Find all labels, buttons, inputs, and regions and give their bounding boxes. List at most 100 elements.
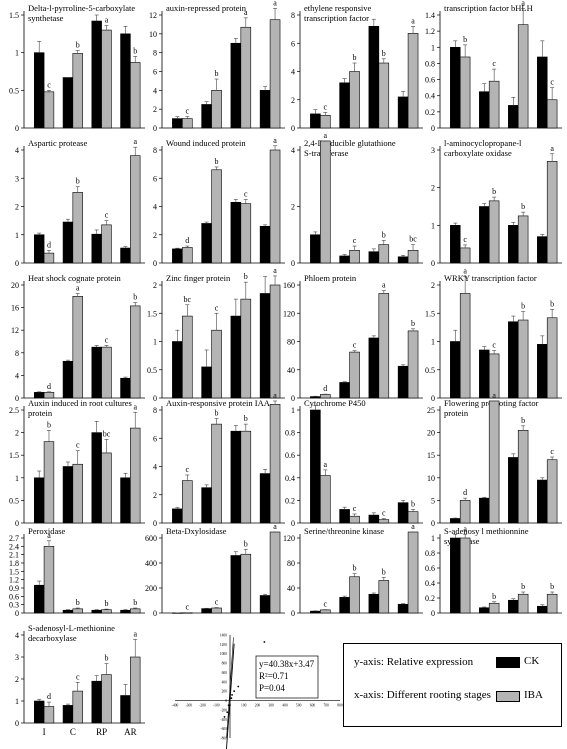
significance-letter: c xyxy=(463,235,467,244)
bar-iba-c xyxy=(72,608,83,614)
scatter-point xyxy=(263,641,266,643)
bar-iba-i xyxy=(320,609,331,614)
significance-letter: b xyxy=(411,319,415,328)
y-tick-label: 8 xyxy=(153,146,157,155)
y-tick-label: -600 xyxy=(220,727,227,731)
bar-iba-rp xyxy=(101,452,112,524)
bar-ck-ar xyxy=(397,96,409,129)
y-tick-label: 1 xyxy=(431,43,435,52)
y-tick-label: 4 xyxy=(153,463,157,472)
bar-ck-rp xyxy=(91,20,102,129)
significance-letter: c xyxy=(105,335,109,344)
y-tick-label: 200 xyxy=(145,584,157,593)
bar-ck-ar xyxy=(120,33,131,129)
chart-title: transcription factor bHLH xyxy=(444,3,533,13)
bar-iba-c xyxy=(211,329,222,399)
bar-iba-rp xyxy=(101,609,112,614)
significance-letter: bc xyxy=(409,235,417,244)
bar-chart-15: Cytochrome P450 0 0.2 0.4 0.6 0.8 1 a c c b xyxy=(285,398,423,528)
y-tick-label: 2.7 xyxy=(9,534,19,543)
y-tick-label: 1 xyxy=(291,406,295,415)
y-tick-label: 0.8 xyxy=(285,429,295,438)
bar-ck-i xyxy=(172,341,183,399)
bar-ck-rp xyxy=(230,42,242,129)
bar-chart-4: transcription factor bHLH 0 0.2 0.4 0.6 0.8 1 1… xyxy=(425,0,562,133)
chart-title: S-adenosy l methionnine xyxy=(444,526,529,536)
significance-letter: d xyxy=(185,236,189,245)
bar-iba-i xyxy=(459,537,471,614)
y-tick-label: 0.5 xyxy=(147,366,157,375)
y-tick-label: 6 xyxy=(153,174,157,183)
significance-letter: c xyxy=(244,189,248,198)
significance-letter: a xyxy=(105,16,109,25)
significance-letter: c xyxy=(353,236,357,245)
y-tick-label: 2 xyxy=(291,203,295,212)
significance-letter: b xyxy=(382,567,386,576)
bar-iba-ar xyxy=(130,305,141,399)
y-tick-label: 0 xyxy=(225,699,227,703)
bar-iba-i xyxy=(320,140,331,264)
bar-ck-c xyxy=(339,509,350,524)
x-tick-label: -300 xyxy=(185,704,192,708)
y-tick-label: 10 xyxy=(427,474,435,483)
y-tick-label: 10 xyxy=(149,30,157,39)
legend-swatch-iba xyxy=(496,691,520,702)
y-tick-label: 1 xyxy=(431,534,435,543)
bar-chart-7: 2,4-Dinducible glutathioneS-transferase0… xyxy=(291,131,423,268)
regression-annotation: R²=0.71 xyxy=(259,671,289,681)
y-tick-label: 2 xyxy=(15,429,19,438)
bar-chart-2: auxin-repressed protein 0 2 4 6 8 10 12 c b a a xyxy=(149,0,285,133)
significance-letter: a xyxy=(411,522,415,531)
y-tick-label: 0 xyxy=(291,394,295,403)
significance-letter: d xyxy=(47,240,51,249)
y-tick-label: 0.8 xyxy=(425,549,435,558)
y-tick-label: 0 xyxy=(291,124,295,133)
y-tick-label: 12 xyxy=(149,11,157,20)
chart-title: Auxin-responsive protein IAA xyxy=(166,398,271,408)
chart-title: auxin-repressed protein xyxy=(166,3,247,13)
bar-iba-ar xyxy=(269,284,281,399)
y-tick-label: 1 xyxy=(15,697,19,706)
y-tick-label: 1.5 xyxy=(9,451,19,460)
y-tick-label: 0 xyxy=(15,259,19,268)
y-tick-label: 8 xyxy=(153,49,157,58)
bar-ck-c xyxy=(479,91,490,129)
y-tick-label: 2 xyxy=(15,675,19,684)
bar-chart-9: Heat shock cognate protein 0 4 8 12 16 20 d a c b xyxy=(11,273,145,403)
significance-letter: a xyxy=(47,531,51,540)
y-tick-label: 5 xyxy=(431,496,435,505)
bar-ck-c xyxy=(339,382,350,399)
bar-ck-ar xyxy=(259,225,271,264)
y-tick-label: 0.5 xyxy=(9,496,19,505)
bar-ck-c xyxy=(339,255,350,264)
bar-ck-c xyxy=(339,82,350,129)
bar-iba-c xyxy=(488,602,500,614)
significance-letter: c xyxy=(105,211,109,220)
significance-letter: b xyxy=(133,598,137,607)
bar-ck-c xyxy=(201,487,212,524)
bar-ck-i xyxy=(34,234,45,264)
bar-ck-ar xyxy=(397,603,409,614)
y-tick-label: 800 xyxy=(222,662,228,666)
regression-annotation: P=0.04 xyxy=(259,683,285,693)
y-tick-label: 0 xyxy=(291,259,295,268)
x-tick-label: C xyxy=(70,727,76,737)
y-tick-label: 200 xyxy=(222,690,228,694)
x-tick-label: I xyxy=(43,727,46,737)
y-tick-label: 3 xyxy=(431,146,435,155)
legend-label-iba: IBA xyxy=(524,689,543,701)
y-tick-label: 0.8 xyxy=(425,59,435,68)
x-tick-label: 400 xyxy=(282,704,288,708)
bar-ck-rp xyxy=(91,432,102,524)
bar-ck-i xyxy=(34,700,45,724)
y-tick-label: 15 xyxy=(427,451,435,460)
significance-letter: c xyxy=(353,504,357,513)
significance-letter: b xyxy=(244,539,248,548)
significance-letter: a xyxy=(76,283,80,292)
bar-ck-rp xyxy=(368,593,380,614)
y-tick-label: 160 xyxy=(283,281,295,290)
y-tick-label: 0.6 xyxy=(425,76,435,85)
bar-iba-c xyxy=(349,351,360,399)
significance-letter: b xyxy=(353,564,357,573)
